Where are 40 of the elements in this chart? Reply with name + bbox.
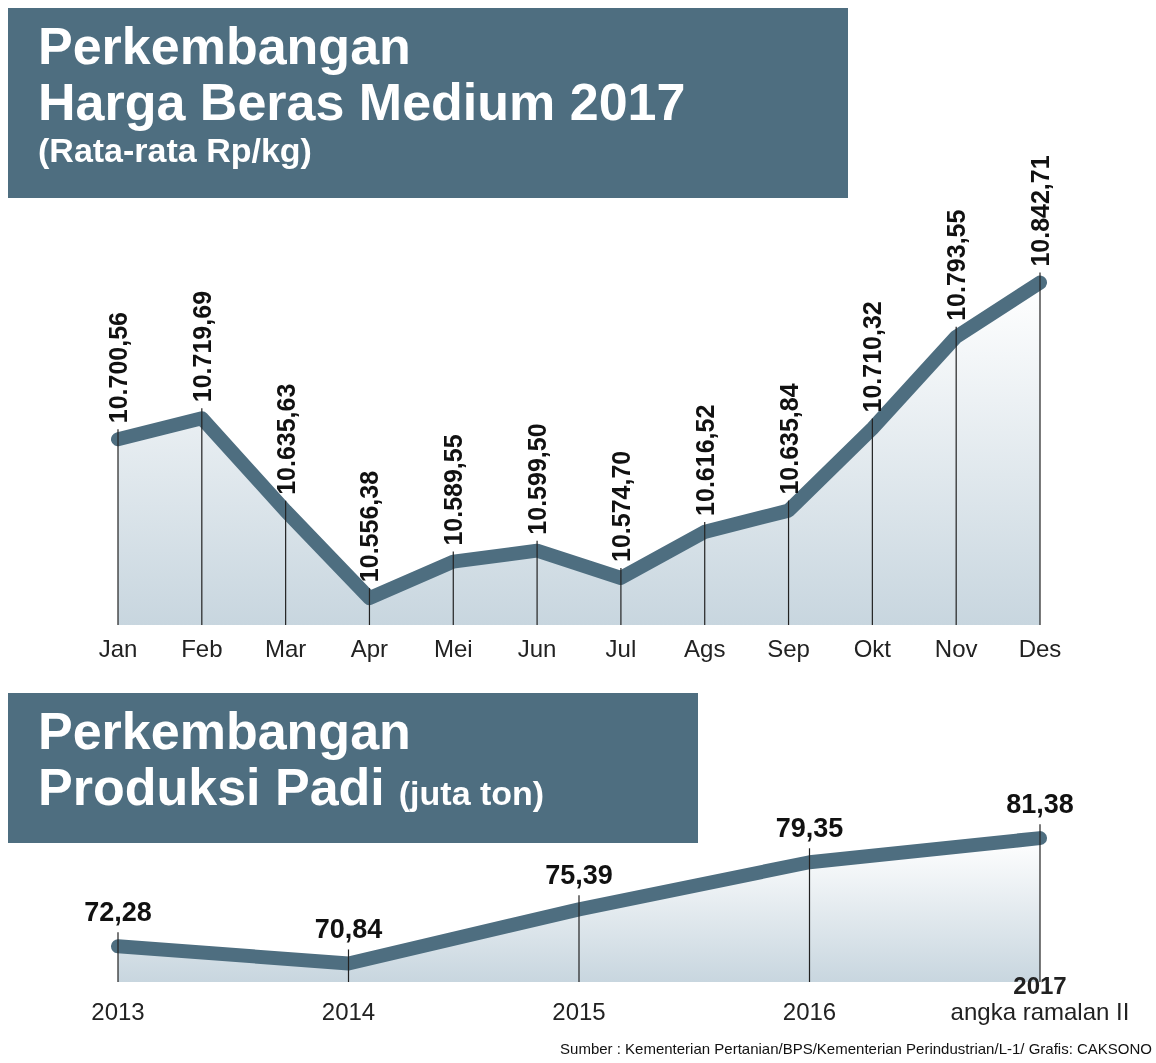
x-tick-label: Apr (350, 635, 389, 662)
x-tick-label: Mar (264, 635, 307, 662)
data-label: 10.599,50 (523, 423, 552, 535)
x-tick-label: Okt (853, 635, 892, 662)
chart-subtitle: (juta ton) (398, 774, 545, 813)
x-tick-label: 2015 (552, 998, 606, 1025)
x-tick-label: 2016 (782, 998, 837, 1025)
data-label: 10.616,52 (690, 404, 719, 516)
x-tick-label: 2017 angka ramalan II (950, 972, 1130, 1025)
title-panel: Perkembangan Produksi Padi (juta ton) (8, 693, 698, 843)
chart-subtitle: (Rata-rata Rp/kg) (38, 131, 313, 172)
x-tick-label: 2014 (321, 998, 376, 1025)
x-tick-label: Des (1018, 635, 1062, 662)
data-label: 10.793,55 (942, 209, 971, 321)
data-label: 72,28 (84, 897, 152, 928)
x-tick-label: Feb (181, 635, 223, 662)
annotation: Sumber : Kementerian Pertanian/BPS/Kementerian Perindustrian/L-1/ Grafis: CAKSONO (560, 1040, 1152, 1057)
data-label: 79,35 (775, 813, 844, 844)
data-label: 10.842,71 (1026, 155, 1054, 267)
x-tick-label: Sep (767, 635, 810, 662)
data-label: 10.635,63 (271, 383, 300, 495)
data-label: 75,39 (545, 860, 613, 891)
data-label: 10.700,56 (104, 312, 132, 424)
data-label: 10.589,55 (439, 434, 468, 546)
x-tick-label: Nov (934, 635, 978, 662)
data-label: 10.556,38 (355, 470, 384, 583)
title-panel: Perkembangan Harga Beras Medium 2017 (Rata-rata Rp/kg) (8, 8, 848, 198)
data-label: 10.710,32 (858, 301, 887, 413)
x-tick-label: Jul (605, 635, 637, 662)
x-tick-label: Jun (517, 635, 557, 662)
x-tick-label: Mei (433, 635, 473, 662)
x-tick-label: 2013 (91, 998, 145, 1025)
x-tick-label: Ags (684, 635, 726, 662)
data-label: 70,84 (314, 914, 383, 945)
data-label: 10.574,70 (606, 450, 635, 562)
data-label: 10.719,69 (187, 290, 216, 403)
data-label: 81,38 (1006, 789, 1074, 820)
x-tick-label: Jan (98, 635, 138, 662)
data-label: 10.635,84 (774, 383, 803, 495)
chart-title: Perkembangan Harga Beras Medium 2017 (38, 17, 686, 132)
